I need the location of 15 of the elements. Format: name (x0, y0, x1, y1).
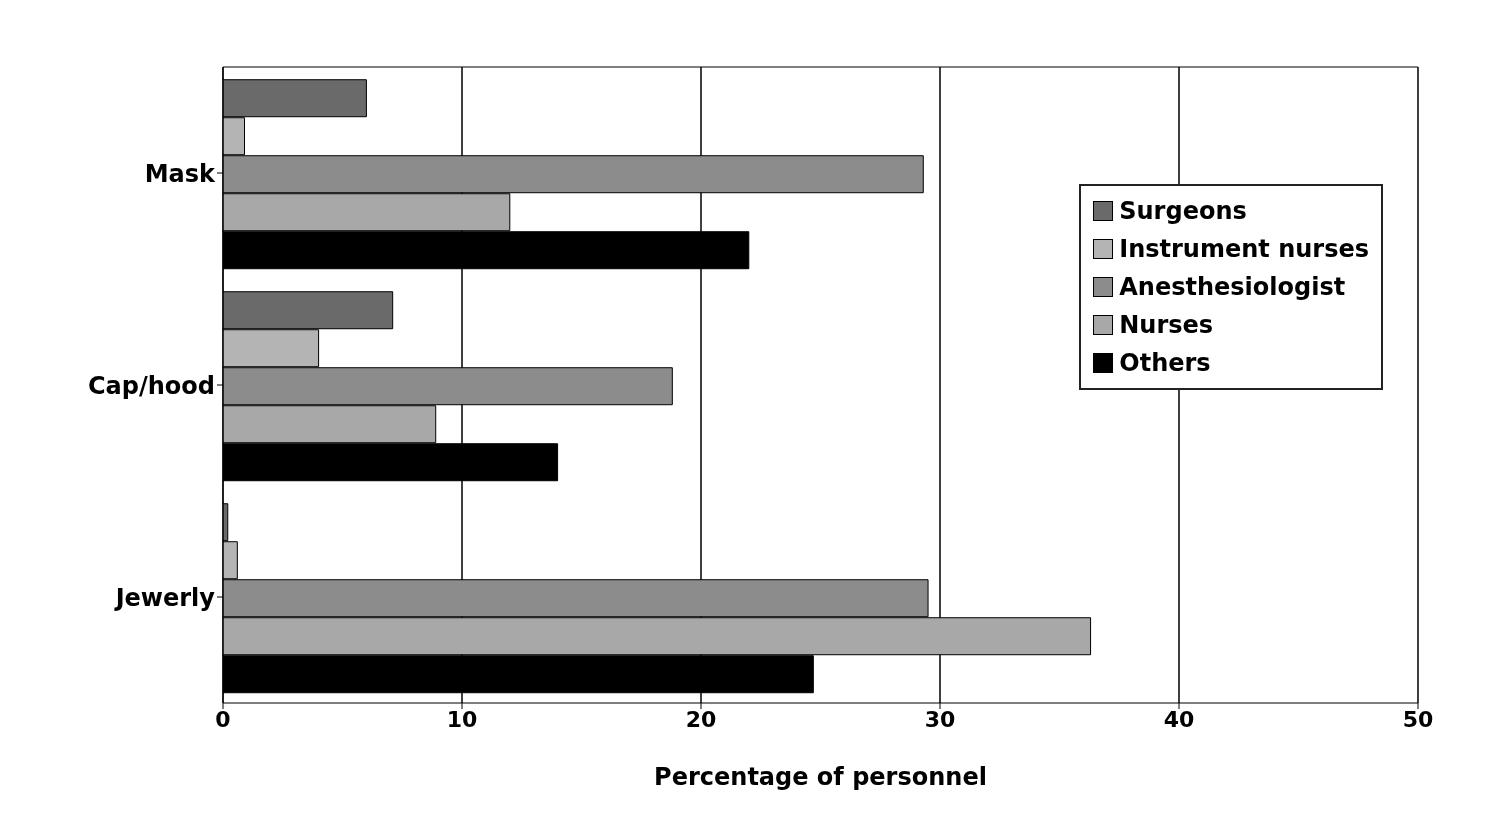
x-tick-label: 20 (685, 706, 717, 732)
legend-label: Surgeons (1119, 196, 1247, 227)
x-tick-label: 30 (924, 706, 956, 732)
x-tick-label: 0 (215, 706, 231, 732)
legend-label: Others (1119, 348, 1211, 379)
x-tick-label: 10 (446, 706, 478, 732)
x-tick-label: 40 (1163, 706, 1195, 732)
y-tick-label: Mask (144, 159, 217, 188)
legend-label: Nurses (1119, 310, 1214, 341)
legend-label: Anesthesiologist (1119, 272, 1346, 303)
y-tick-label: Jewerly (113, 583, 216, 612)
legend-label: Instrument nurses (1119, 234, 1369, 265)
x-tick-label: 50 (1402, 706, 1434, 732)
y-tick-label: Cap/hood (88, 371, 215, 400)
x-axis-title: Percentage of personnel (654, 763, 987, 791)
